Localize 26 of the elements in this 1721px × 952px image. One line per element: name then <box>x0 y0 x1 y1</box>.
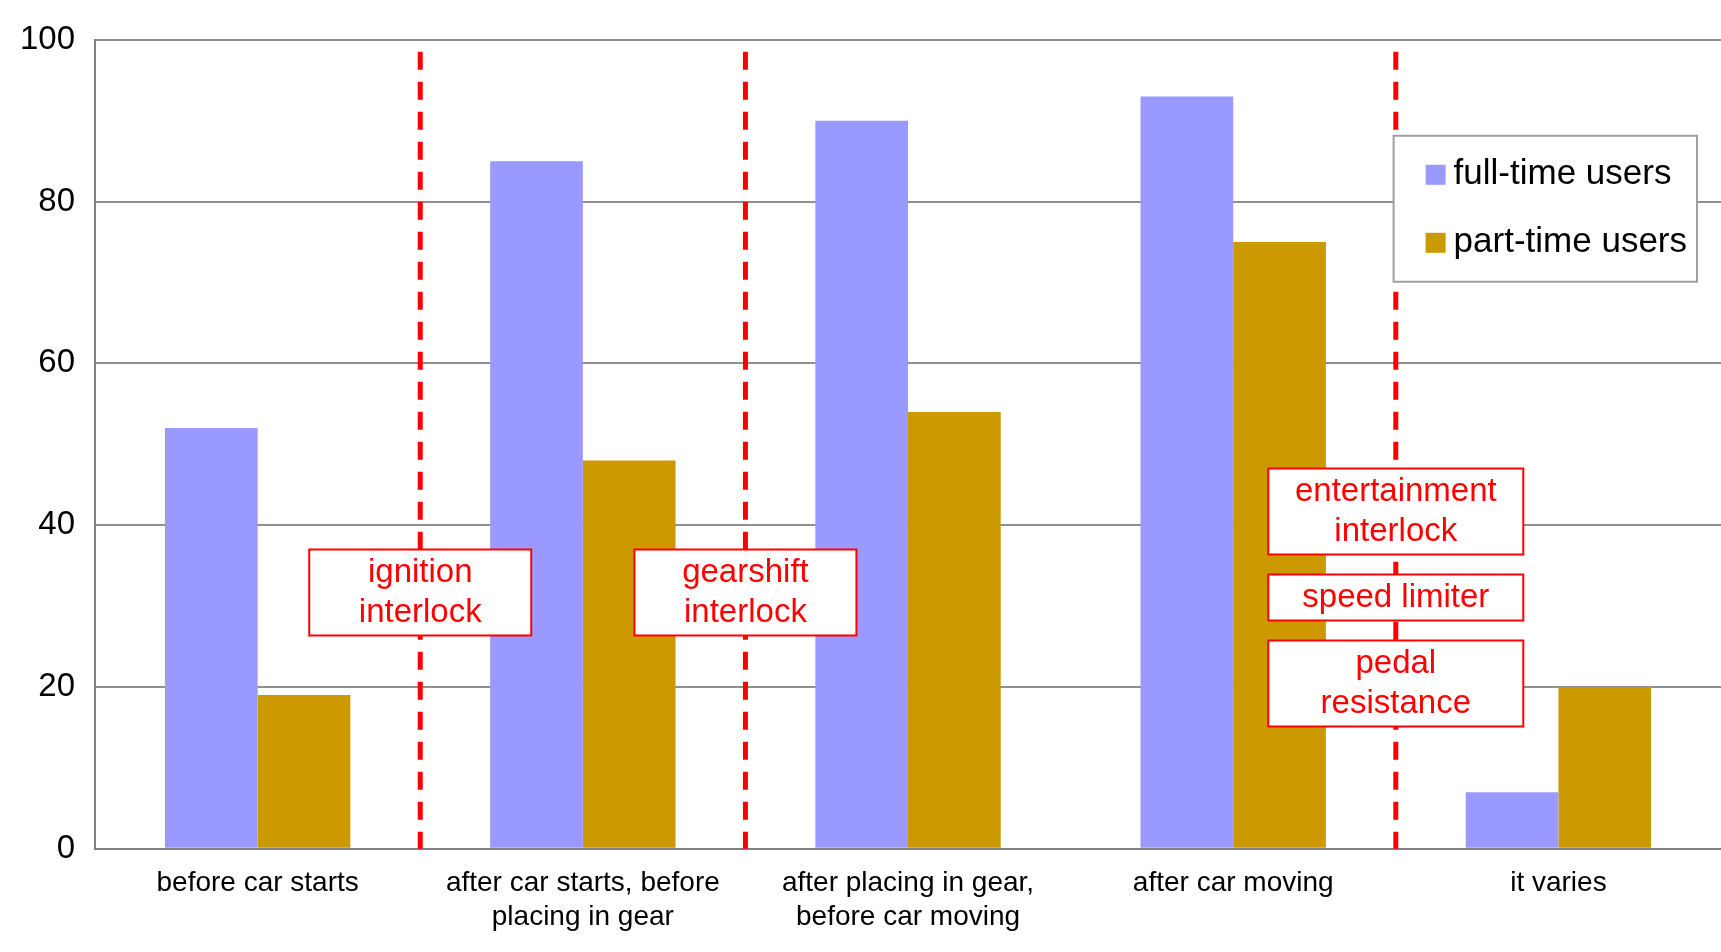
x-tick-label: after car starts, before placing in gear <box>445 866 720 931</box>
x-tick-label: after car moving <box>1132 866 1334 898</box>
annotation: pedal resistance <box>1320 642 1472 720</box>
y-tick-label: 100 <box>20 18 76 56</box>
annotation: gearshift interlock <box>682 551 809 629</box>
y-tick-label: 80 <box>38 180 76 218</box>
x-tick-label: after placing in gear, before car moving <box>781 866 1035 931</box>
y-tick-label: 20 <box>38 666 76 704</box>
x-tick-label: before car starts <box>156 866 359 898</box>
bar <box>490 161 583 848</box>
y-tick-label: 60 <box>38 342 76 380</box>
y-tick-label: 40 <box>38 504 76 542</box>
bar <box>1465 792 1559 848</box>
bar <box>908 411 1001 848</box>
bar <box>1140 96 1234 848</box>
legend-label: part-time users <box>1453 220 1688 260</box>
annotation: speed limiter <box>1302 576 1490 614</box>
x-tick-label: it varies <box>1510 866 1607 898</box>
y-tick-label: 0 <box>56 827 76 865</box>
bar <box>1558 687 1652 848</box>
legend-label: full-time users <box>1453 152 1672 192</box>
bar <box>164 428 258 848</box>
annotation: ignition interlock <box>358 551 483 629</box>
annotation: entertainment interlock <box>1294 470 1497 548</box>
bar <box>257 695 351 848</box>
bar <box>815 120 909 848</box>
